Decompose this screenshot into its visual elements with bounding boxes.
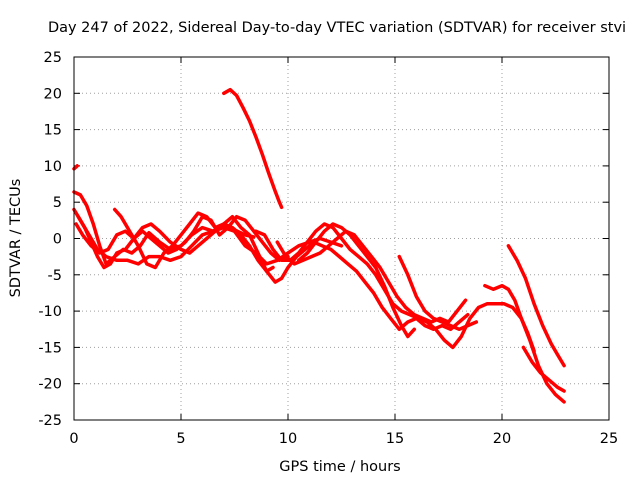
x-tick-label: 20	[493, 431, 511, 447]
y-tick-label: -20	[38, 377, 62, 393]
axis-ticks: 0 5 10 15 20 25 -25 -20 -15 -10 -5 0 5 10 15 20 25	[38, 50, 618, 447]
data-series-arc-1	[72, 164, 79, 171]
data-series-arc-14	[521, 345, 566, 393]
x-tick-label: 10	[279, 431, 297, 447]
data-series-arc-7	[112, 207, 470, 332]
data-series-arc-8	[254, 222, 566, 404]
y-tick-label: 10	[44, 159, 62, 175]
y-tick-label: -25	[38, 413, 62, 429]
data-series-arc-9	[275, 229, 468, 324]
y-tick-label: 25	[44, 50, 62, 66]
y-tick-label: 0	[53, 232, 62, 248]
chart-title: Day 247 of 2022, Sidereal Day-to-day VTE…	[48, 20, 626, 36]
y-tick-label: 5	[53, 195, 62, 211]
data-series-arc-6	[76, 214, 290, 270]
data-series-arc-11	[397, 254, 479, 332]
x-tick-label: 5	[176, 431, 185, 447]
data-marks	[72, 87, 566, 404]
plot-frame	[73, 56, 610, 421]
y-tick-label: -5	[48, 268, 62, 284]
y-tick-label: 20	[44, 86, 62, 102]
data-series-arc-4	[72, 207, 344, 266]
data-series-arc-10	[296, 222, 417, 339]
x-axis-label: GPS time / hours	[279, 459, 400, 475]
data-series-arc-13	[506, 244, 566, 368]
y-tick-label: 15	[44, 123, 62, 139]
y-tick-label: -10	[38, 304, 62, 320]
data-series-arc-2	[222, 87, 284, 210]
x-tick-label: 0	[69, 431, 78, 447]
y-tick-label: -15	[38, 340, 62, 356]
data-series-arc-12	[483, 283, 536, 353]
x-tick-label: 25	[600, 431, 618, 447]
x-tick-label: 15	[386, 431, 404, 447]
grid-lines	[74, 57, 609, 420]
y-axis-label: SDTVAR / TECUs	[8, 179, 24, 298]
data-series-arc-5	[74, 222, 275, 273]
